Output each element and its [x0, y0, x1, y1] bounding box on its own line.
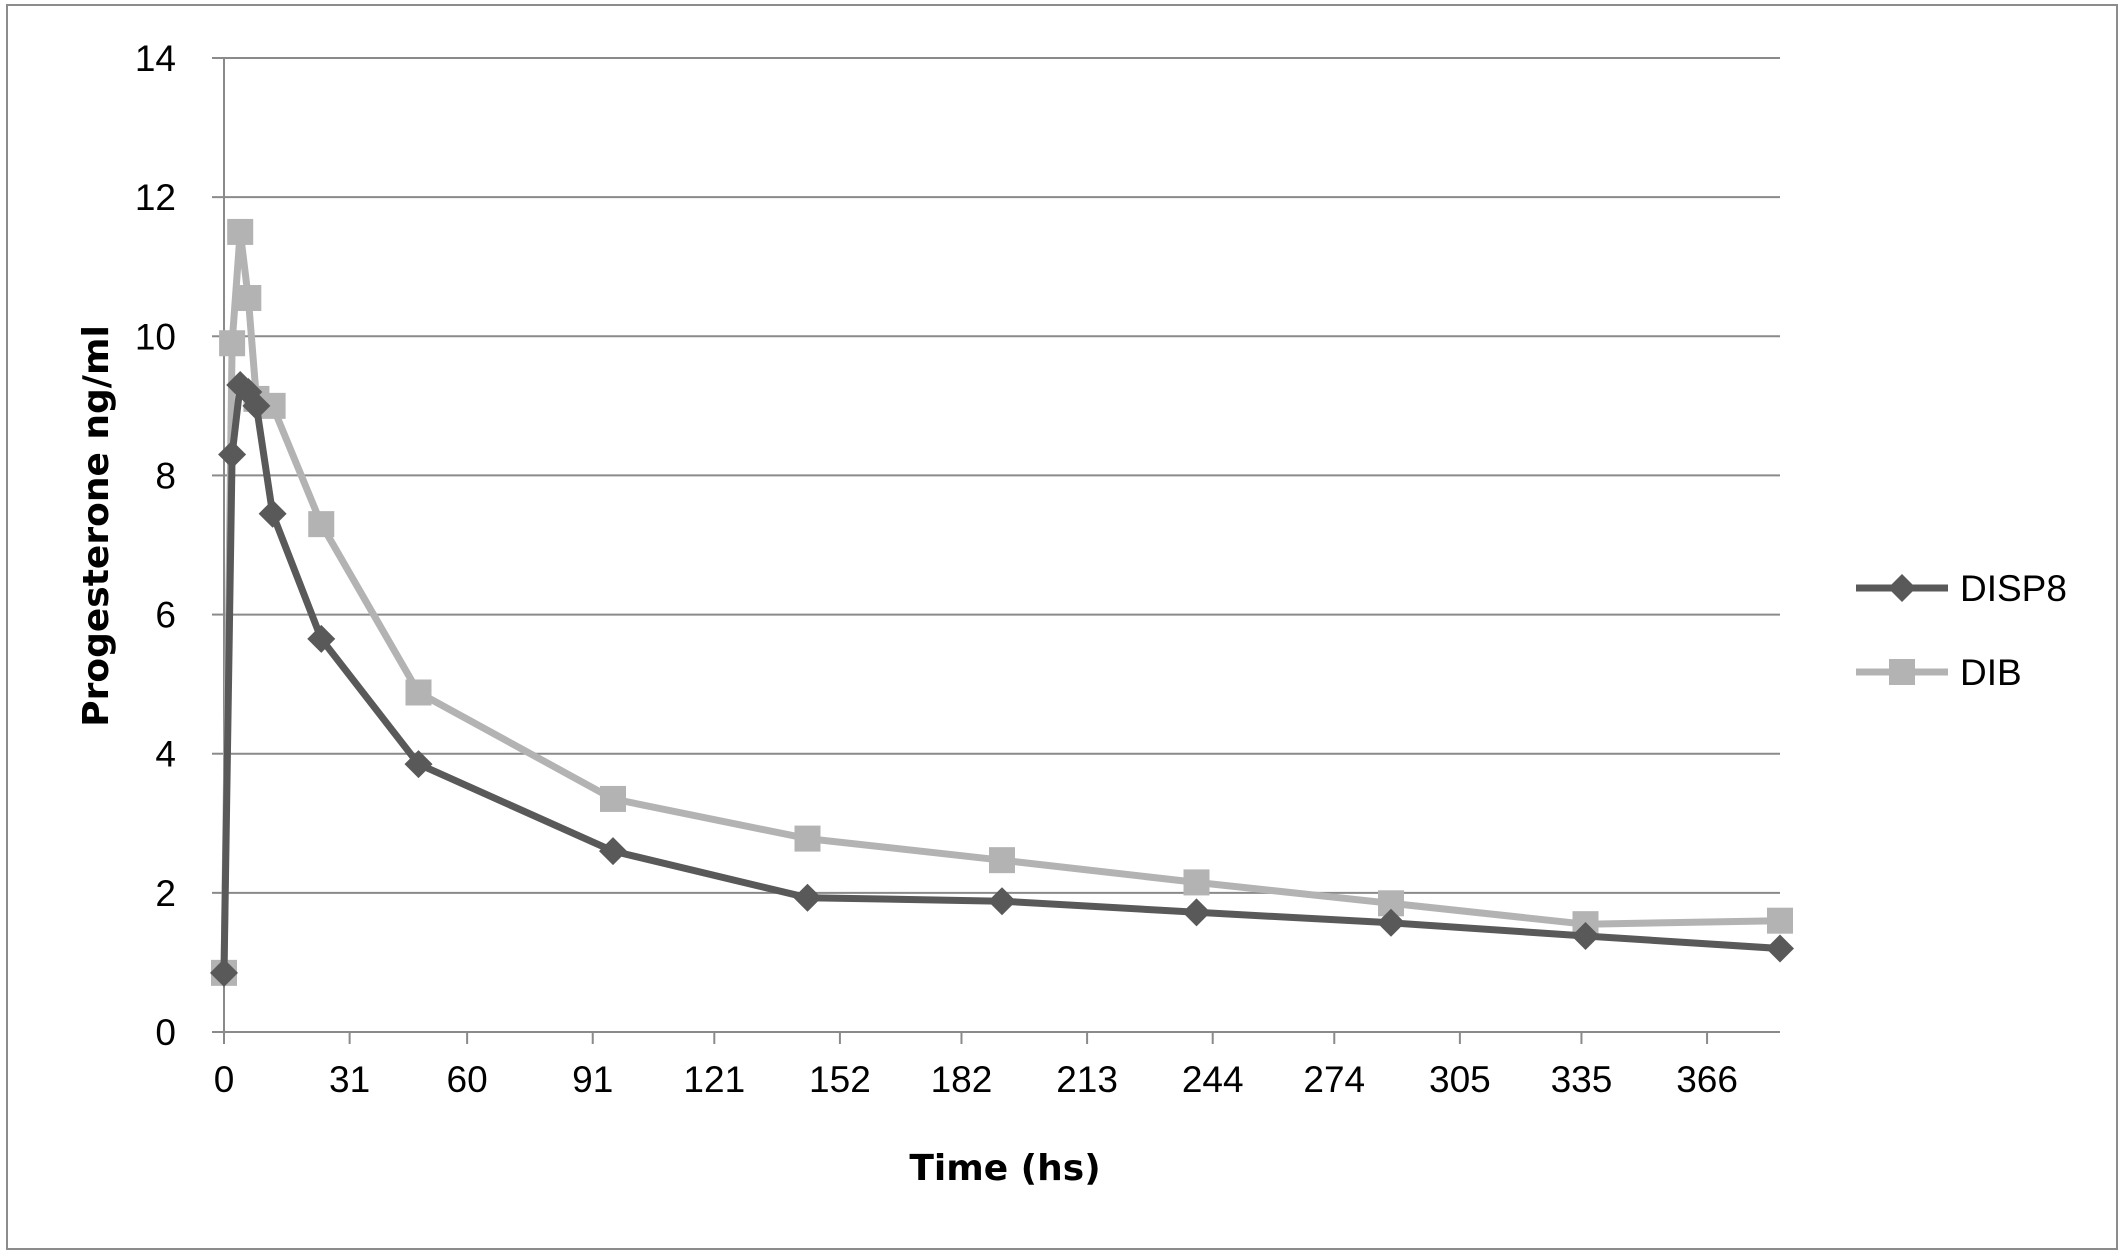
gridlines [224, 57, 1780, 894]
x-tick-label: 152 [809, 1059, 871, 1100]
x-tick-label: 91 [572, 1059, 613, 1100]
x-tick-label: 31 [329, 1059, 370, 1100]
y-tick-label: 8 [155, 455, 176, 496]
data-point [210, 958, 238, 987]
y-tick-label: 2 [155, 873, 176, 914]
data-point [405, 679, 432, 706]
data-point [307, 624, 336, 653]
x-tick-label: 182 [931, 1059, 993, 1100]
data-point [242, 391, 271, 420]
x-tick-label: 366 [1676, 1059, 1738, 1100]
data-point [235, 285, 262, 312]
data-point [218, 440, 247, 469]
legend-marker [1888, 574, 1916, 602]
y-tick-labels: 0 2 4 6 8 10 12 14 [135, 38, 176, 1053]
y-axis-title: Progesterone ng/ml [76, 325, 117, 727]
y-tick-label: 6 [155, 595, 176, 636]
x-tick-label: 60 [447, 1059, 488, 1100]
chart-frame [6, 4, 2118, 1250]
data-point [1571, 921, 1600, 950]
data-point [308, 511, 335, 538]
y-tick-label: 10 [135, 316, 176, 357]
x-tick-labels: 0 31 60 91 121 152 182 213 244 274 305 335 366 [214, 1059, 1738, 1100]
y-tick-label: 14 [135, 38, 176, 79]
x-tick-label: 0 [214, 1059, 235, 1100]
data-point [1377, 908, 1405, 937]
data-point [219, 330, 246, 357]
data-point [989, 847, 1015, 874]
x-axis-title: Time (hs) [909, 1148, 1100, 1189]
data-point [1183, 869, 1210, 896]
axes [212, 57, 1780, 1044]
legend-item-dib: DIB [1856, 652, 2022, 693]
data-point [599, 837, 627, 866]
y-tick-label: 12 [135, 177, 176, 218]
data-point [1766, 934, 1794, 963]
series-line [220, 381, 1781, 973]
legend-label: DISP8 [1960, 568, 2067, 609]
series-layer [210, 218, 1794, 987]
series-disp8 [210, 370, 1794, 987]
legend-marker [1889, 659, 1915, 685]
data-point [1182, 898, 1211, 927]
x-tick-label: 335 [1551, 1059, 1613, 1100]
legend-item-disp8: DISP8 [1856, 568, 2067, 609]
data-point [404, 750, 433, 779]
x-tick-label: 244 [1182, 1059, 1244, 1100]
data-point [258, 499, 287, 528]
y-tick-label: 0 [155, 1012, 176, 1053]
legend-label: DIB [1960, 652, 2022, 693]
y-tick-label: 4 [155, 734, 176, 775]
x-tick-label: 274 [1303, 1059, 1365, 1100]
x-tick-label: 305 [1429, 1059, 1491, 1100]
data-point [600, 785, 626, 812]
data-point [793, 883, 822, 912]
data-point [988, 887, 1016, 916]
data-point [227, 218, 254, 245]
legend: DISP8 DIB [1856, 568, 2067, 693]
x-tick-label: 213 [1056, 1059, 1118, 1100]
data-point [1767, 907, 1793, 934]
x-tick-label: 121 [683, 1059, 745, 1100]
series-dib [211, 218, 1793, 986]
data-point [794, 825, 821, 852]
